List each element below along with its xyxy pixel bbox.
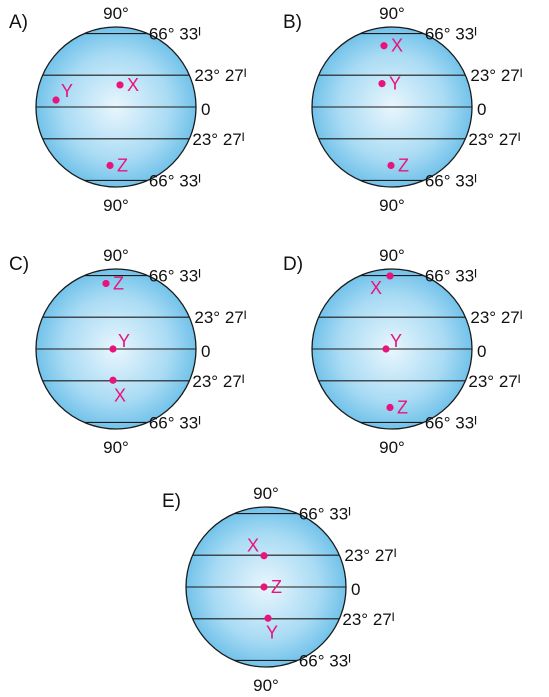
latitude-label: 0	[201, 342, 210, 361]
latitude-label: 66° 33ᴵ	[149, 413, 201, 432]
point-z-label: Z	[398, 156, 409, 176]
point-x-label: X	[127, 75, 139, 95]
latitude-label: 66° 33ᴵ	[425, 413, 477, 432]
point-x-marker	[386, 272, 394, 280]
point-z-marker	[260, 583, 268, 591]
north-pole-label: 90°	[379, 246, 405, 265]
option-letter: C)	[9, 254, 29, 275]
latitude-label: 66° 33ᴵ	[425, 267, 477, 286]
south-pole-label: 90°	[379, 438, 405, 457]
north-pole-label: 90°	[379, 4, 405, 23]
point-x-marker	[380, 42, 388, 50]
point-x-marker	[109, 376, 117, 384]
north-pole-label: 90°	[103, 246, 129, 265]
south-pole-label: 90°	[253, 676, 279, 695]
latitude-label: 23° 27ᴵ	[470, 66, 522, 85]
latitude-label: 23° 27ᴵ	[194, 308, 246, 327]
point-z-marker	[102, 279, 110, 288]
point-x-label: X	[114, 385, 126, 405]
point-y-label: Y	[61, 81, 73, 101]
point-y-marker	[378, 80, 386, 88]
point-y-marker	[264, 614, 272, 622]
point-x-label: X	[247, 536, 259, 556]
option-c: C) 90° 90° 66° 33ᴵ 23° 27ᴵ 0 23° 27ᴵ 66° 33ᴵ Z Y X	[9, 246, 247, 457]
option-e: E) 90° 90° 66° 33ᴵ 23° 27ᴵ 0 23° 27ᴵ 66° 33ᴵ X Z Y	[162, 484, 397, 695]
point-z-marker	[387, 161, 395, 170]
latitude-label: 66° 33ᴵ	[425, 171, 477, 190]
option-letter: E)	[162, 491, 181, 512]
option-letter: A)	[9, 12, 28, 33]
latitude-label: 23° 27ᴵ	[468, 372, 520, 391]
latitude-label: 66° 33ᴵ	[299, 505, 351, 524]
south-pole-label: 90°	[103, 196, 129, 215]
latitude-label: 23° 27ᴵ	[194, 66, 246, 85]
point-y-label: Y	[118, 331, 130, 351]
latitude-label: 66° 33ᴵ	[149, 171, 201, 190]
latitude-label: 23° 27ᴵ	[192, 372, 244, 391]
point-x-marker	[116, 81, 124, 89]
point-y-label: Y	[266, 622, 278, 642]
option-letter: B)	[283, 12, 302, 33]
latitude-label: 66° 33ᴵ	[149, 25, 201, 44]
north-pole-label: 90°	[103, 4, 129, 23]
point-x-label: X	[370, 278, 382, 298]
latitude-label: 23° 27ᴵ	[470, 308, 522, 327]
north-pole-label: 90°	[253, 484, 279, 503]
option-b: B) 90° 90° 66° 33ᴵ 23° 27ᴵ 0 23° 27ᴵ 66° 33ᴵ XY Z	[283, 4, 523, 215]
latitude-label: 23° 27ᴵ	[342, 610, 394, 629]
point-y-marker	[52, 96, 60, 104]
latitude-label: 66° 33ᴵ	[149, 267, 201, 286]
latitude-label: 23° 27ᴵ	[468, 130, 520, 149]
option-a: A) 90° 90° 66° 33ᴵ 23° 27ᴵ 0 23° 27ᴵ 66° 33ᴵ Y X Z	[9, 4, 247, 215]
latitude-label: 23° 27ᴵ	[344, 546, 396, 565]
point-z-label: Z	[271, 577, 282, 597]
south-pole-label: 90°	[103, 438, 129, 457]
latitude-label: 23° 27ᴵ	[192, 130, 244, 149]
point-z-marker	[106, 161, 114, 170]
point-x-marker	[260, 552, 268, 560]
point-y-marker	[382, 345, 390, 353]
latitude-label: 66° 33ᴵ	[299, 651, 351, 670]
latitude-label: 0	[201, 100, 210, 119]
point-z-label: Z	[113, 273, 124, 293]
point-x-label: X	[391, 36, 403, 56]
point-z-marker	[386, 403, 394, 412]
point-y-label: Y	[390, 331, 402, 351]
point-z-label: Z	[397, 398, 408, 418]
point-y-label: Y	[389, 74, 401, 94]
option-letter: D)	[283, 254, 303, 275]
south-pole-label: 90°	[379, 196, 405, 215]
latitude-label: 0	[351, 580, 360, 599]
option-d: D) 90° 90° 66° 33ᴵ 23° 27ᴵ 0 23° 27ᴵ 66° 33ᴵ X Y Z	[283, 246, 523, 457]
latitude-label: 0	[477, 342, 486, 361]
point-y-marker	[109, 345, 117, 353]
point-z-label: Z	[117, 156, 128, 176]
latitude-label: 0	[477, 100, 486, 119]
latitude-label: 66° 33ᴵ	[425, 25, 477, 44]
